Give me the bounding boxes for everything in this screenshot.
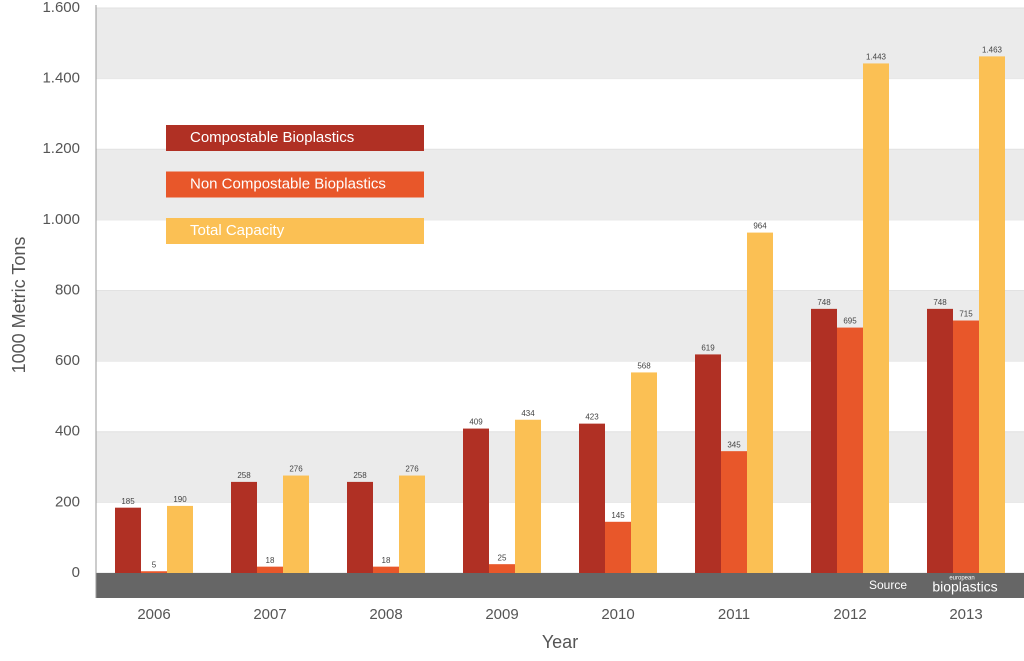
value-label: 423 <box>585 413 599 422</box>
value-label: 25 <box>498 553 507 562</box>
bar <box>811 308 837 573</box>
value-label: 18 <box>266 556 275 565</box>
source-logo: bioplastics <box>932 579 997 595</box>
legend-swatch <box>166 171 424 198</box>
value-label: 619 <box>701 344 715 353</box>
bar <box>167 505 193 573</box>
value-label: 276 <box>289 465 303 474</box>
bar <box>605 521 631 573</box>
bar <box>141 571 167 573</box>
bar <box>721 451 747 573</box>
bar <box>927 308 953 573</box>
bar <box>863 63 889 574</box>
x-tick-label: 2009 <box>485 606 518 623</box>
legend-swatch <box>166 125 424 151</box>
value-label: 695 <box>843 317 857 326</box>
x-tick-label: 2012 <box>833 606 866 623</box>
value-label: 964 <box>753 222 767 231</box>
legend-label: Non Compostable Bioplastics <box>190 175 386 192</box>
value-label: 190 <box>173 495 187 504</box>
y-tick-label: 800 <box>55 281 80 298</box>
value-label: 409 <box>469 418 483 427</box>
bar <box>979 56 1005 574</box>
bar <box>837 327 863 573</box>
x-tick-label: 2007 <box>253 606 286 623</box>
value-label: 5 <box>152 560 157 569</box>
value-label: 185 <box>121 497 135 506</box>
source-logo-small: european <box>949 576 974 582</box>
bar <box>631 372 657 573</box>
value-label: 715 <box>959 310 973 319</box>
bar <box>695 354 721 573</box>
bar <box>489 564 515 573</box>
bar <box>515 419 541 573</box>
y-tick-label: 400 <box>55 423 80 440</box>
value-label: 1.463 <box>982 45 1003 54</box>
value-label: 748 <box>933 298 947 307</box>
value-label: 258 <box>237 471 251 480</box>
bar <box>231 481 257 573</box>
y-axis-label: 1000 Metric Tons <box>9 237 29 374</box>
source-bar <box>96 573 1024 598</box>
bar <box>257 566 283 573</box>
value-label: 748 <box>817 298 831 307</box>
value-label: 276 <box>405 465 419 474</box>
y-tick-label: 600 <box>55 352 80 369</box>
bar <box>579 423 605 573</box>
value-label: 434 <box>521 409 535 418</box>
bar <box>283 475 309 573</box>
y-tick-label: 200 <box>55 493 80 510</box>
y-tick-label: 0 <box>72 564 80 581</box>
bar <box>399 475 425 573</box>
value-label: 145 <box>611 511 625 520</box>
value-label: 345 <box>727 440 741 449</box>
y-tick-label: 1.200 <box>42 140 80 157</box>
bar <box>747 232 773 573</box>
value-label: 568 <box>637 362 651 371</box>
x-tick-label: 2011 <box>718 606 750 623</box>
value-label: 1.443 <box>866 53 887 62</box>
y-tick-label: 1.400 <box>42 70 80 87</box>
x-tick-label: 2010 <box>601 606 634 623</box>
legend-label: Compostable Bioplastics <box>190 129 354 146</box>
source-label: Source <box>869 578 907 592</box>
bar <box>115 507 141 573</box>
value-label: 18 <box>382 556 391 565</box>
bar <box>953 320 979 573</box>
x-tick-label: 2008 <box>369 606 402 623</box>
x-tick-label: 2013 <box>949 606 982 623</box>
bar <box>373 566 399 573</box>
x-axis-label: Year <box>542 632 578 652</box>
y-tick-label: 1.600 <box>42 0 80 16</box>
legend-swatch <box>166 218 424 244</box>
legend-label: Total Capacity <box>190 222 285 239</box>
bar <box>347 481 373 573</box>
value-label: 258 <box>353 471 367 480</box>
y-tick-label: 1.000 <box>42 211 80 228</box>
x-tick-label: 2006 <box>137 606 170 623</box>
bar <box>463 428 489 573</box>
